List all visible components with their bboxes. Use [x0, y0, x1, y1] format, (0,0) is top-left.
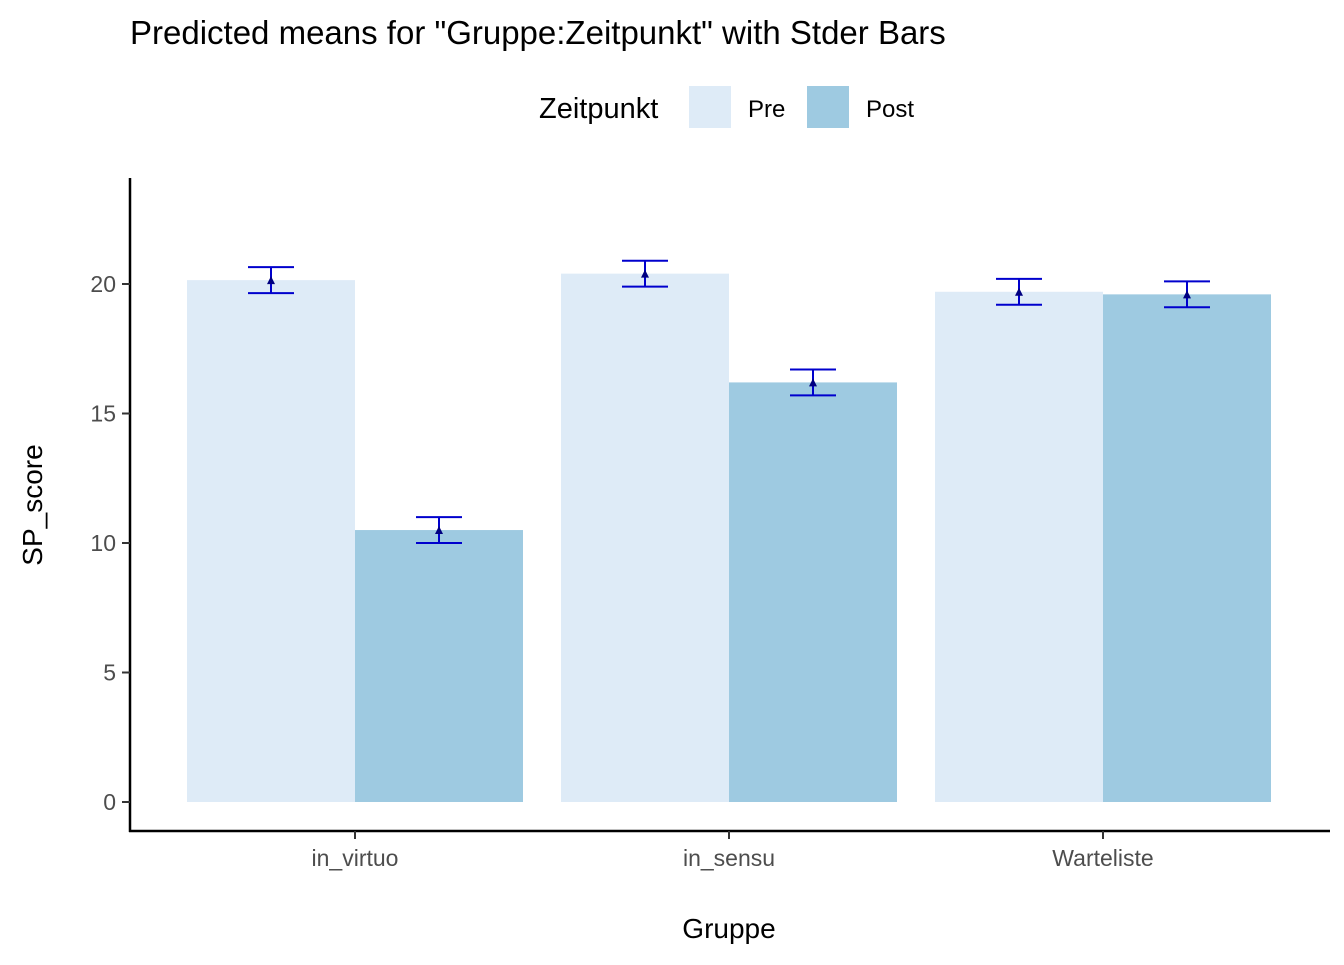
axes: 0 5 10 15 20 in_virtuo in_sensu Warteliste: [90, 178, 1330, 871]
y-tick-label: 0: [103, 789, 116, 815]
legend-label-pre: Pre: [748, 96, 785, 123]
bar-pre-in_virtuo: [187, 280, 355, 802]
x-tick-label: Warteliste: [1052, 845, 1153, 871]
x-tick-label: in_sensu: [683, 845, 775, 871]
legend-key-post: [807, 86, 849, 128]
bar-pre-warteliste: [935, 291, 1103, 802]
error-bars: [248, 259, 1210, 544]
legend-title: Zeitpunkt: [539, 93, 658, 125]
bars: [187, 273, 1271, 802]
mean-point: [1015, 287, 1023, 296]
y-tick-label: 20: [90, 271, 116, 297]
y-tick-label: 10: [90, 530, 116, 556]
y-tick-label: 5: [103, 660, 116, 686]
legend-key-pre: [689, 86, 731, 128]
x-axis-title: Gruppe: [682, 913, 775, 944]
y-tick-label: 15: [90, 401, 116, 427]
mean-point: [1183, 290, 1191, 299]
legend-label-post: Post: [866, 96, 914, 123]
bar-post-warteliste: [1103, 294, 1271, 802]
mean-point: [641, 269, 649, 278]
legend: Pre Post: [689, 86, 914, 128]
x-tick-label: in_virtuo: [312, 845, 399, 871]
mean-point: [435, 526, 443, 535]
chart-title: Predicted means for "Gruppe:Zeitpunkt" w…: [130, 14, 946, 51]
mean-point: [267, 276, 275, 285]
bar-post-in_sensu: [729, 382, 897, 802]
y-axis-title: SP_score: [17, 444, 48, 565]
mean-point: [809, 378, 817, 387]
bar-pre-in_sensu: [561, 273, 729, 802]
bar-post-in_virtuo: [355, 530, 523, 802]
